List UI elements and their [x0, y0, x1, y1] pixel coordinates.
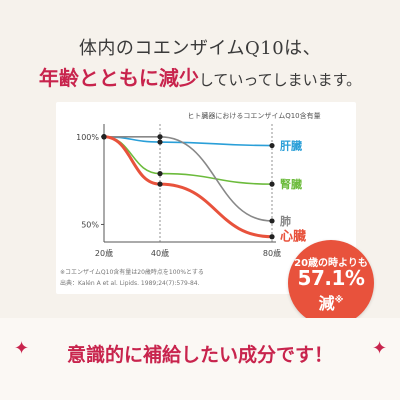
y-tick-label: 50%	[81, 220, 99, 229]
series-line-1	[103, 135, 273, 147]
data-point	[269, 234, 275, 240]
series-line-2	[103, 135, 273, 185]
callout-line-3: 減※	[288, 290, 374, 314]
headline-emphasis: 年齢とともに減少	[38, 66, 199, 90]
sparkle-icon-right: ✦	[372, 338, 388, 359]
data-point	[157, 181, 163, 187]
data-point	[101, 134, 107, 140]
x-tick-label: 20歳	[95, 248, 113, 258]
data-point	[269, 142, 275, 149]
data-point	[269, 218, 275, 224]
series-label: 肺	[280, 214, 291, 228]
callout-value: 57.1%	[297, 266, 365, 290]
series-label: 腎臓	[280, 177, 302, 191]
callout-reduce-label: 減	[318, 294, 335, 313]
callout-note-mark: ※	[334, 295, 344, 306]
footer-band	[0, 318, 400, 400]
x-tick-label: 80歳	[263, 248, 281, 258]
series-line-3	[104, 135, 273, 222]
data-point	[269, 181, 275, 187]
footnote-1: ※コエンザイムQ10含有量は20歳時点を100%とする	[60, 268, 204, 276]
data-point	[157, 134, 163, 140]
series-label: 肝臓	[280, 139, 302, 153]
headline-line-2: 年齢とともに減少していってしまいます。	[0, 62, 400, 91]
data-point	[157, 139, 163, 145]
callout-line-1: 20歳の時よりも	[294, 258, 368, 269]
footer-message: 意識的に補給したい成分です！	[66, 344, 333, 366]
chart: ヒト臓器におけるコエンザイムQ10含有量 100% 50% 20歳 40歳 80歳 肝臓…	[60, 111, 321, 287]
data-point	[157, 171, 163, 177]
headline-line-1: 体内のコエンザイムQ10は、	[78, 38, 322, 59]
reduction-callout: 20歳の時よりも 57.1% 減※	[288, 240, 374, 326]
x-tick-label: 40歳	[151, 248, 169, 258]
sparkle-icon-left: ✦	[14, 338, 30, 359]
chart-title: ヒト臓器におけるコエンザイムQ10含有量	[187, 111, 320, 120]
footnote-2: 出典：Kalén A et al. Lipids. 1989;24(7):579…	[60, 279, 200, 287]
series-label: 心臓	[280, 229, 306, 245]
headline-rest: していってしまいます。	[198, 71, 362, 89]
y-tick-label: 100%	[76, 133, 99, 142]
